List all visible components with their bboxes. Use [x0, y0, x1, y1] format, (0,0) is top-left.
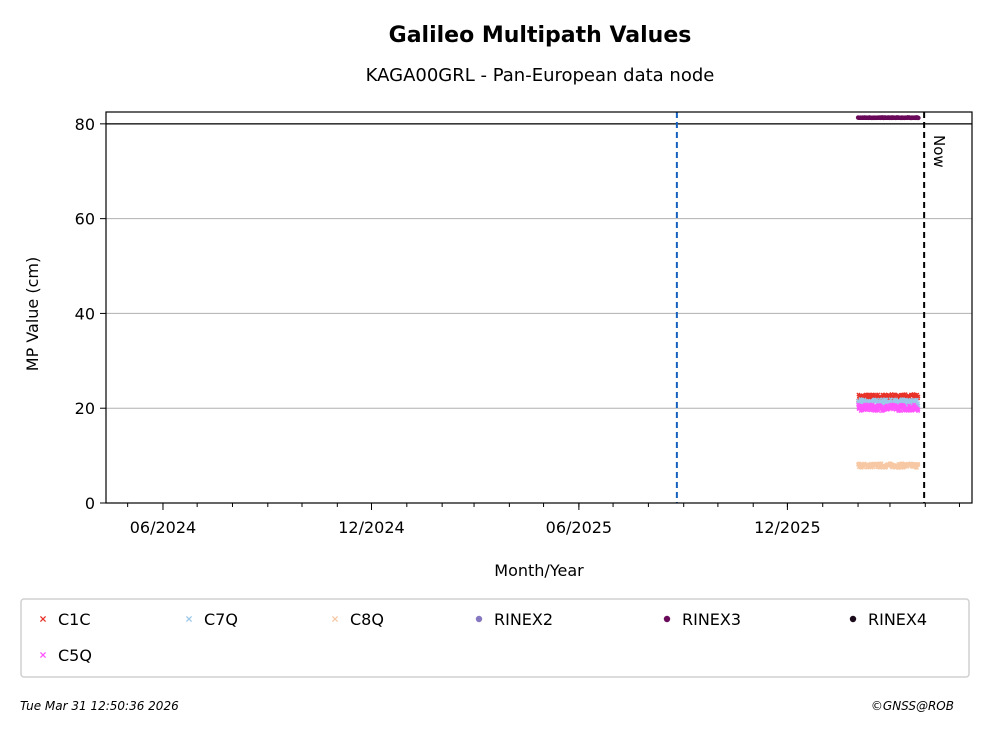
- legend-box: [20, 598, 970, 678]
- x-tick-label: 12/2025: [754, 518, 820, 537]
- series-rinex3: [855, 115, 921, 121]
- x-axis-label: Month/Year: [494, 561, 584, 580]
- data-point: [888, 397, 893, 402]
- chart-subtitle: KAGA00GRL - Pan-European data node: [366, 65, 715, 86]
- footer-copyright: ©GNSS@ROB: [871, 699, 954, 713]
- y-tick-label: 20: [75, 399, 95, 418]
- legend-label: C8Q: [350, 610, 384, 629]
- data-point: [914, 397, 919, 402]
- legend-item-c5q: C5Q: [39, 646, 92, 665]
- legend-label: C7Q: [204, 610, 238, 629]
- x-tick-label: 12/2024: [338, 518, 404, 537]
- legend-item-rinex2: RINEX2: [475, 610, 553, 629]
- data-point: [39, 651, 47, 659]
- legend-item-rinex3: RINEX3: [663, 610, 741, 629]
- now-label: Now: [930, 135, 948, 168]
- legend-label: RINEX3: [682, 610, 741, 629]
- data-point: [331, 615, 339, 623]
- data-point: [916, 115, 921, 121]
- legend-marker: [849, 615, 857, 623]
- chart-title: Galileo Multipath Values: [389, 23, 692, 48]
- vertical-markers: Now: [675, 112, 948, 503]
- data-point: [916, 394, 921, 399]
- series-c8q: [855, 461, 921, 470]
- y-tick-label: 0: [85, 494, 95, 513]
- legend-marker: [663, 615, 671, 623]
- legend: C1C C7Q C8Q RINEX2 RINEX3 RINEX4 C5Q: [39, 610, 927, 665]
- y-axis-label: MP Value (cm): [23, 257, 42, 371]
- legend-label: C1C: [58, 610, 91, 629]
- y-tick-label: 80: [75, 115, 95, 134]
- data-points: [855, 115, 921, 470]
- data-point: [867, 402, 872, 407]
- legend-item-c8q: C8Q: [331, 610, 384, 629]
- x-axis: 06/2024 12/2024 06/2025 12/2025: [127, 503, 960, 537]
- x-tick-label: 06/2024: [130, 518, 196, 537]
- plot-area-frame: [105, 111, 973, 504]
- y-tick-label: 60: [75, 210, 95, 229]
- y-tick-label: 40: [75, 304, 95, 323]
- data-point: [876, 408, 881, 413]
- x-tick-label: 06/2025: [546, 518, 612, 537]
- legend-label: RINEX2: [494, 610, 553, 629]
- legend-item-rinex4: RINEX4: [849, 610, 927, 629]
- data-point: [39, 615, 47, 623]
- footer-timestamp: Tue Mar 31 12:50:36 2026: [20, 699, 179, 713]
- data-point: [916, 407, 921, 412]
- grid-lines: [106, 123, 972, 409]
- legend-label: C5Q: [58, 646, 92, 665]
- legend-item-c1c: C1C: [39, 610, 91, 629]
- legend-item-c7q: C7Q: [185, 610, 238, 629]
- y-axis: 0 20 40 60 80: [75, 115, 106, 513]
- data-point: [916, 461, 921, 466]
- data-point: [185, 615, 193, 623]
- legend-marker: [475, 615, 483, 623]
- legend-label: RINEX4: [868, 610, 927, 629]
- series-c5q: [855, 402, 921, 414]
